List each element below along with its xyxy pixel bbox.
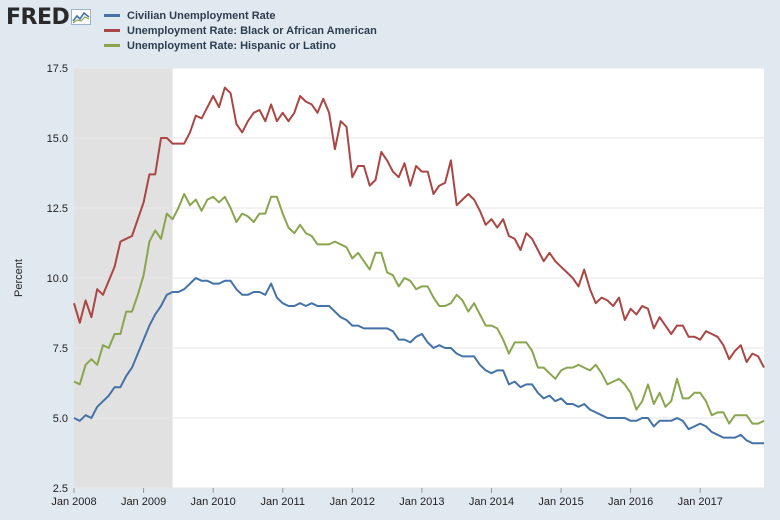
y-axis-title: Percent bbox=[13, 259, 25, 297]
x-tick-label: Jan 2008 bbox=[51, 496, 96, 508]
legend-label-civilian: Civilian Unemployment Rate bbox=[127, 9, 276, 22]
y-tick-label: 15.0 bbox=[47, 133, 68, 145]
series-line-1[interactable] bbox=[73, 86, 765, 369]
y-tick-label: 10.0 bbox=[47, 273, 68, 285]
legend-item-civilian[interactable]: Civilian Unemployment Rate bbox=[104, 8, 377, 23]
x-axis-ticks: Jan 2008 Jan 2009 Jan 2010 Jan 2011 Jan 2012… bbox=[51, 488, 723, 508]
y-tick-label: 5.0 bbox=[53, 413, 68, 425]
legend-item-hispanic[interactable]: Unemployment Rate: Hispanic or Latino bbox=[104, 38, 377, 53]
x-tick-label: Jan 2011 bbox=[261, 496, 305, 508]
fred-logo[interactable]: FRED bbox=[6, 4, 92, 30]
chart-legend: Civilian Unemployment Rate Unemployment … bbox=[104, 8, 377, 53]
series-line-0[interactable] bbox=[73, 277, 764, 445]
x-tick-label: Jan 2016 bbox=[608, 496, 653, 508]
x-tick-label: Jan 2015 bbox=[538, 496, 583, 508]
legend-label-hispanic: Unemployment Rate: Hispanic or Latino bbox=[127, 39, 337, 52]
legend-item-black[interactable]: Unemployment Rate: Black or African Amer… bbox=[104, 23, 377, 38]
x-tick-label: Jan 2014 bbox=[469, 496, 514, 508]
x-tick-label: Jan 2012 bbox=[330, 496, 375, 508]
y-tick-label: 7.5 bbox=[53, 343, 68, 355]
y-axis-ticks: 2.5 5.0 7.5 10.0 12.5 15.0 17.5 bbox=[47, 63, 68, 495]
series-lines bbox=[73, 86, 765, 445]
y-tick-label: 17.5 bbox=[47, 63, 68, 75]
y-tick-label: 12.5 bbox=[47, 203, 68, 215]
y-tick-label: 2.5 bbox=[53, 483, 68, 495]
x-tick-label: Jan 2013 bbox=[399, 496, 444, 508]
x-tick-label: Jan 2017 bbox=[678, 496, 723, 508]
legend-label-black: Unemployment Rate: Black or African Amer… bbox=[127, 24, 377, 37]
chart-header: FRED Civilian Unemployment Rate Unemploy… bbox=[0, 0, 780, 56]
logo-text: FRED bbox=[6, 4, 70, 30]
legend-swatch-civilian bbox=[104, 14, 120, 17]
x-tick-label: Jan 2010 bbox=[191, 496, 236, 508]
trend-line-icon bbox=[71, 9, 92, 25]
legend-swatch-hispanic bbox=[104, 44, 120, 47]
x-tick-label: Jan 2009 bbox=[121, 496, 166, 508]
series-line-2[interactable] bbox=[73, 193, 765, 425]
legend-swatch-black bbox=[104, 29, 120, 32]
